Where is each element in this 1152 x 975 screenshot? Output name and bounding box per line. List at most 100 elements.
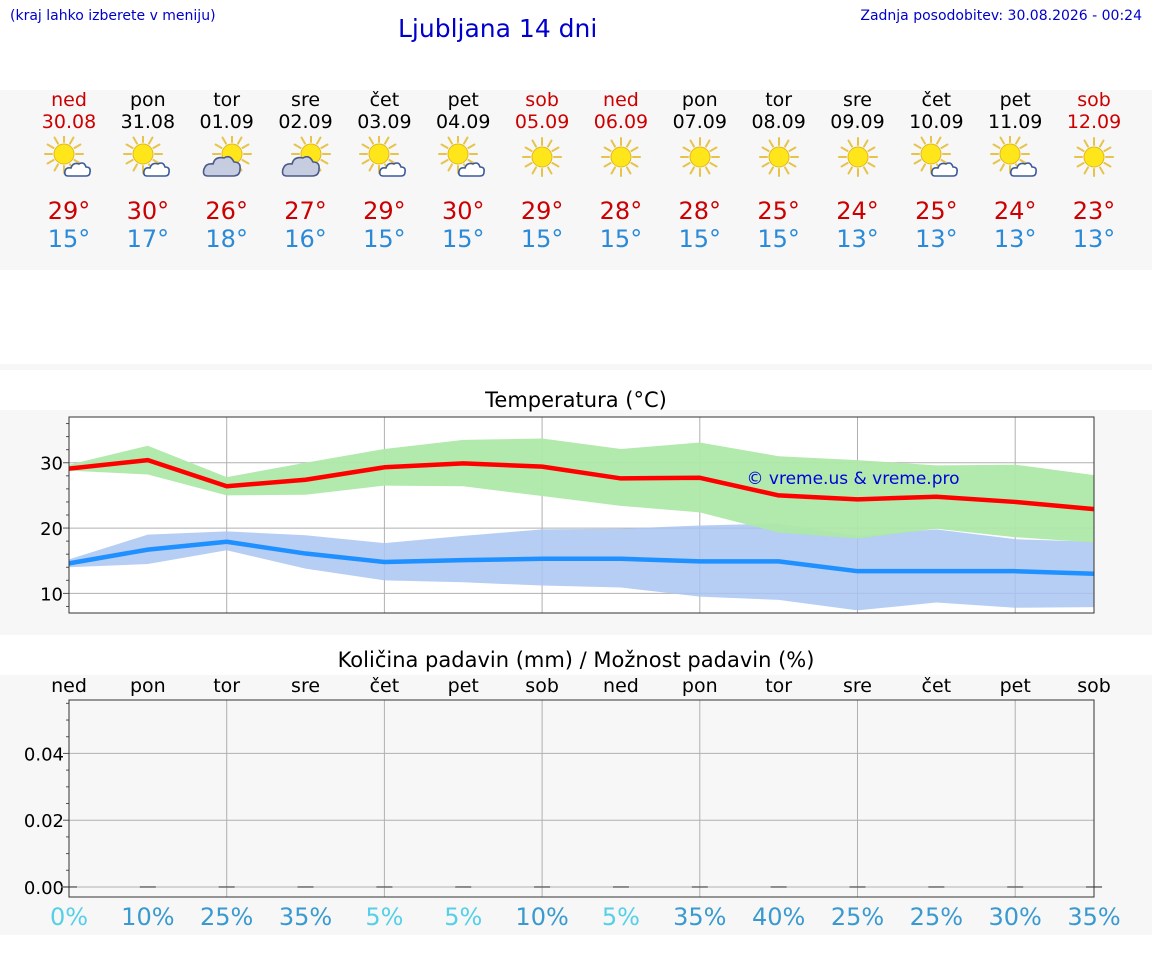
day-name: ned xyxy=(51,89,87,111)
precipitation-probability: 40% xyxy=(751,903,806,931)
day-date: 06.09 xyxy=(593,111,649,133)
day-column: pon 31.08 xyxy=(108,89,188,133)
precipitation-chart-title: Količina padavin (mm) / Možnost padavin … xyxy=(337,648,815,672)
precipitation-day-label: ned xyxy=(603,675,639,697)
precipitation-bar xyxy=(218,886,235,888)
y-tick-label: 0.02 xyxy=(24,811,64,832)
precipitation-day-label: tor xyxy=(213,675,241,697)
day-date: 08.09 xyxy=(751,111,806,133)
min-temperature: 13° xyxy=(915,225,958,253)
day-column: pon 07.09 xyxy=(660,89,740,133)
sun-icon xyxy=(837,137,878,177)
day-column: pet 04.09 xyxy=(423,89,503,133)
forecast-panel xyxy=(0,90,1152,270)
max-temperature: 29° xyxy=(363,197,406,225)
min-temperature: 15° xyxy=(757,225,800,253)
page-title: Ljubljana 14 dni xyxy=(398,14,598,43)
precipitation-probability: 35% xyxy=(1067,903,1121,931)
max-temperature: 25° xyxy=(757,197,800,225)
precipitation-day-label: tor xyxy=(765,675,793,697)
day-name: pon xyxy=(129,89,166,111)
day-name: sre xyxy=(843,89,872,111)
min-temperature: 15° xyxy=(599,225,643,253)
sun-icon xyxy=(522,137,563,177)
day-column: ned 06.09 xyxy=(581,89,661,133)
precipitation-probability: 25% xyxy=(200,903,254,931)
max-temperature: 29° xyxy=(520,197,564,225)
y-tick-label: 20 xyxy=(40,519,63,540)
day-column: ned 30.08 xyxy=(29,89,109,133)
min-temperature: 15° xyxy=(441,225,485,253)
precipitation-chart: 0.00 0.02 0.04 xyxy=(24,699,1103,899)
cloud-sun-icon xyxy=(202,136,252,177)
precipitation-bar xyxy=(376,886,393,888)
cloud-sun-icon xyxy=(281,136,331,177)
min-temperature: 15° xyxy=(678,225,722,253)
day-date: 09.09 xyxy=(830,111,885,133)
max-temperature: 29° xyxy=(47,197,91,225)
last-updated: Zadnja posodobitev: 30.08.2026 - 00:24 xyxy=(860,8,1142,24)
precipitation-probability: 30% xyxy=(988,903,1042,931)
day-date: 03.09 xyxy=(357,111,412,133)
precipitation-day-label: čet xyxy=(921,675,952,697)
max-temperature: 24° xyxy=(993,197,1037,225)
precipitation-probability: 10% xyxy=(121,903,175,931)
max-temperature: 30° xyxy=(126,197,170,225)
day-column: pet 11.09 xyxy=(975,89,1055,133)
min-range-band xyxy=(69,523,1095,611)
precipitation-day-label: sob xyxy=(1077,675,1111,697)
sun-cloud-icon xyxy=(359,136,407,177)
day-date: 11.09 xyxy=(987,111,1043,133)
min-temperature: 15° xyxy=(520,225,564,253)
precipitation-bar xyxy=(770,886,787,888)
max-temperature: 24° xyxy=(836,197,879,225)
sun-cloud-icon xyxy=(911,136,959,177)
min-temperature: 13° xyxy=(993,225,1037,253)
separator-strip xyxy=(0,364,1152,370)
max-temperature: 28° xyxy=(678,197,722,225)
precipitation-probability: 35% xyxy=(673,903,727,931)
precipitation-probability: 35% xyxy=(278,903,333,931)
min-temperature: 15° xyxy=(363,225,406,253)
max-temperature: 23° xyxy=(1072,197,1116,225)
day-column: tor 01.09 xyxy=(187,89,267,133)
y-tick-label: 30 xyxy=(40,454,63,475)
precipitation-bar xyxy=(691,886,708,888)
max-temperature-line xyxy=(68,457,1095,512)
day-name: čet xyxy=(369,89,400,111)
precipitation-day-label: sob xyxy=(525,675,559,697)
precipitation-probability: 0% xyxy=(49,903,89,931)
precipitation-probability: 5% xyxy=(601,903,640,931)
day-name: sob xyxy=(1077,89,1111,111)
day-name: tor xyxy=(765,89,793,111)
min-temperature: 17° xyxy=(126,225,170,253)
sun-cloud-icon xyxy=(122,136,170,177)
day-date: 12.09 xyxy=(1066,111,1122,133)
max-temperature: 27° xyxy=(284,197,327,225)
precipitation-probability: 5% xyxy=(365,903,404,931)
day-column: čet 03.09 xyxy=(344,89,424,133)
precipitation-bar xyxy=(928,886,945,888)
day-name: čet xyxy=(921,89,952,111)
sun-cloud-icon xyxy=(44,136,91,177)
sun-cloud-icon xyxy=(990,136,1038,177)
precipitation-day-label: pon xyxy=(129,675,166,697)
precipitation-day-label: sre xyxy=(291,675,321,697)
day-date: 10.09 xyxy=(909,111,964,133)
precipitation-bar xyxy=(849,886,866,888)
day-column: čet 10.09 xyxy=(896,89,976,133)
day-name: sre xyxy=(291,89,321,111)
plot-area xyxy=(69,700,1094,897)
max-temperature: 26° xyxy=(205,197,248,225)
day-name: pet xyxy=(447,89,479,111)
day-name: pet xyxy=(999,89,1031,111)
precipitation-probability: 25% xyxy=(909,903,964,931)
temperature-chart-title: Temperatura (°C) xyxy=(485,388,667,412)
day-name: pon xyxy=(681,89,718,111)
min-temperature: 18° xyxy=(205,225,248,253)
precipitation-bar xyxy=(297,886,314,888)
day-column: sre 09.09 xyxy=(818,89,898,133)
max-range-band xyxy=(69,438,1095,543)
day-date: 01.09 xyxy=(199,111,254,133)
max-temperature: 25° xyxy=(915,197,958,225)
